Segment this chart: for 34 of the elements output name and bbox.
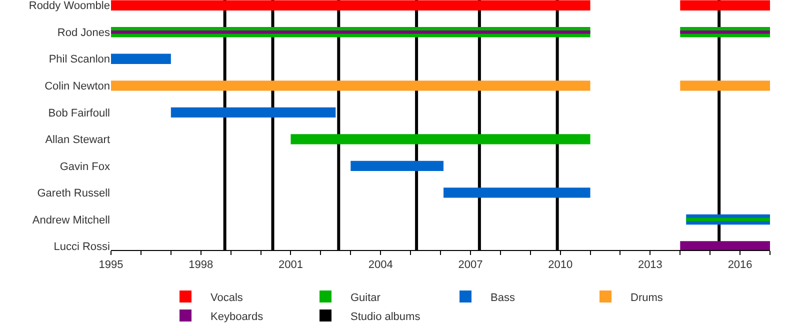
y-tick-label: Colin Newton [44,80,110,92]
bar [111,54,171,64]
bar [350,160,444,172]
x-tick-label: 1998 [188,259,214,272]
bar [111,80,590,91]
legend-label: Guitar [350,292,381,304]
bar [170,107,336,118]
y-tick-label: Roddy Woomble [28,0,110,12]
bar [444,188,590,198]
bar [111,0,590,10]
x-tick-label: 1995 [98,259,124,272]
bar [680,80,770,91]
x-tick-label: 2001 [278,259,303,272]
y-tick-label: Bob Fairfoull [48,107,110,120]
y-tick-label: Phil Scanlon [48,54,110,66]
y-tick-label: Gavin Fox [60,160,110,173]
legend-label: Vocals [210,292,244,304]
legend-label: Drums [630,292,664,304]
y-tick-label: Gareth Russell [37,188,110,200]
x-tick-label: 2004 [368,259,393,272]
legend-label: Bass [490,292,516,304]
y-tick-label: Lucci Rossi [54,241,110,254]
y-tick-label: Allan Stewart [45,134,110,146]
x-tick-label: 2016 [728,259,752,272]
x-tick-label: 2007 [458,259,483,272]
bar [290,134,590,144]
y-tick-label: Andrew Mitchell [32,214,110,226]
bar [680,30,770,34]
y-tick-label: Rod Jones [57,26,110,39]
legend-label: Keyboards [210,310,264,323]
bar [680,0,770,10]
x-tick-label: 2010 [548,259,573,272]
legend-label: Studio albums [350,310,421,323]
x-tick-label: 2013 [638,259,662,272]
